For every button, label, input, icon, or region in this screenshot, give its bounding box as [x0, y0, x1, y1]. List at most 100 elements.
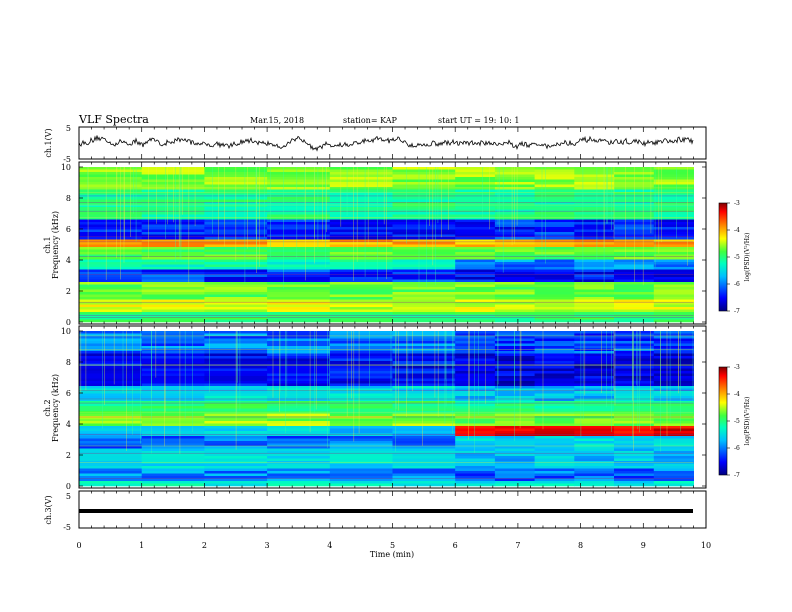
spectrogram-cell [574, 426, 615, 429]
spectrogram-cell [653, 441, 694, 444]
spectrogram-cell [267, 381, 331, 384]
spectrogram-cell [267, 418, 331, 422]
spectrogram-cell [574, 466, 615, 469]
spectrogram-cell [329, 428, 393, 432]
spectrogram-cell [79, 406, 143, 409]
spectrogram-cell [653, 284, 694, 288]
spectrogram-cell [329, 393, 393, 397]
spectrogram-cell [614, 174, 655, 178]
spectrogram-cell [574, 443, 615, 447]
spectrogram-cell [534, 436, 575, 439]
spectrogram-cell [534, 312, 575, 315]
spectrogram-cell [329, 398, 393, 402]
spectrogram-cell [329, 483, 393, 487]
spectrogram-cell [329, 418, 393, 422]
spectrogram-cell [614, 177, 655, 180]
spectrogram-cell [614, 269, 655, 273]
colorbar-tick-label: -5 [734, 254, 740, 261]
spectrogram-cell [653, 222, 694, 225]
spectrogram-cell [534, 416, 575, 419]
spectrogram-cell [653, 304, 694, 308]
spectrogram-cell [653, 279, 694, 283]
spectrogram-cell [534, 304, 575, 308]
spectrogram-cell [141, 388, 205, 392]
spectrogram-cell [79, 299, 143, 303]
spectrogram-cell [79, 473, 143, 477]
spectrogram-cell [392, 304, 456, 308]
spectrogram-cell [574, 259, 615, 263]
spectrogram-cell [534, 209, 575, 213]
spectrogram-cell [141, 317, 205, 320]
spectrogram-cell [614, 413, 655, 417]
spectrogram-cell [141, 277, 205, 280]
spectrogram-cell [455, 197, 496, 200]
spectrogram-cell [574, 249, 615, 253]
spectrogram-cell [455, 418, 496, 422]
spectrogram-cell [141, 436, 205, 439]
spectrogram-cell [79, 416, 143, 419]
ch1-spectrogram-ytick-labels: 0 2 4 6 8 10 [61, 163, 706, 327]
frequency-tick-label: 4 [66, 420, 71, 429]
spectrogram-cell [267, 237, 331, 240]
spectrogram-cell [79, 351, 143, 354]
spectrogram-cell [392, 333, 456, 337]
spectrogram-cell [653, 386, 694, 389]
spectrogram-cell [392, 453, 456, 457]
spectrogram-cell [267, 468, 331, 472]
spectrogram-cell [574, 302, 615, 305]
spectrogram-cell [329, 244, 393, 248]
spectrogram-cell [79, 341, 143, 344]
spectrogram-cell [494, 319, 536, 323]
spectrogram-cell [267, 182, 331, 185]
spectrogram-cell [329, 333, 393, 337]
spectrogram-cell [329, 473, 393, 477]
spectrogram-cell [534, 257, 575, 260]
spectrogram-cell [267, 307, 331, 310]
spectrogram-cell [141, 483, 205, 487]
spectrogram-cell [204, 282, 268, 285]
spectrogram-cell [79, 448, 143, 452]
spectrogram-cell [455, 443, 496, 447]
spectrogram-cell [574, 338, 615, 342]
spectrogram-cell [392, 483, 456, 487]
spectrogram-cell [141, 264, 205, 268]
spectrogram-cell [267, 207, 331, 210]
spectrogram-cell [614, 279, 655, 283]
spectrogram-cell [653, 448, 694, 452]
spectrogram-cell [455, 209, 496, 213]
spectrogram-cell [455, 453, 496, 457]
spectrogram-cell [653, 438, 694, 442]
spectrogram-cell [574, 312, 615, 315]
spectrogram-cell [534, 481, 575, 484]
spectrogram-cell [79, 234, 143, 238]
spectrogram-cell [455, 446, 496, 449]
spectrogram-cell [614, 282, 655, 285]
spectrogram-cell [329, 297, 393, 300]
spectrogram-cell [614, 167, 655, 170]
spectrogram-cell [574, 274, 615, 278]
spectrogram-cell [534, 478, 575, 482]
spectrogram-cell [267, 383, 331, 387]
spectrogram-cell [79, 232, 143, 235]
frequency-tick-label: 8 [66, 194, 71, 203]
spectrogram-cell [653, 172, 694, 175]
spectrogram-cell [141, 247, 205, 250]
spectrogram-cell [329, 356, 393, 359]
spectrogram-cell [329, 443, 393, 447]
spectrogram-cell [614, 471, 655, 474]
spectrogram-cell [329, 234, 393, 238]
spectrogram-cell [574, 299, 615, 303]
spectrogram-cell [141, 426, 205, 429]
spectrogram-cell [455, 343, 496, 347]
spectrogram-cell [534, 264, 575, 268]
spectrogram-cell [574, 408, 615, 412]
spectrogram-cell [614, 247, 655, 250]
spectrogram-cell [494, 458, 536, 462]
spectrogram-cell [267, 453, 331, 457]
spectrogram-cell [267, 446, 331, 449]
spectrogram-cell [329, 408, 393, 412]
spectrogram-cell [329, 436, 393, 439]
spectrogram-cell [534, 386, 575, 389]
spectrogram-cell [392, 279, 456, 283]
spectrogram-cell [455, 319, 496, 323]
